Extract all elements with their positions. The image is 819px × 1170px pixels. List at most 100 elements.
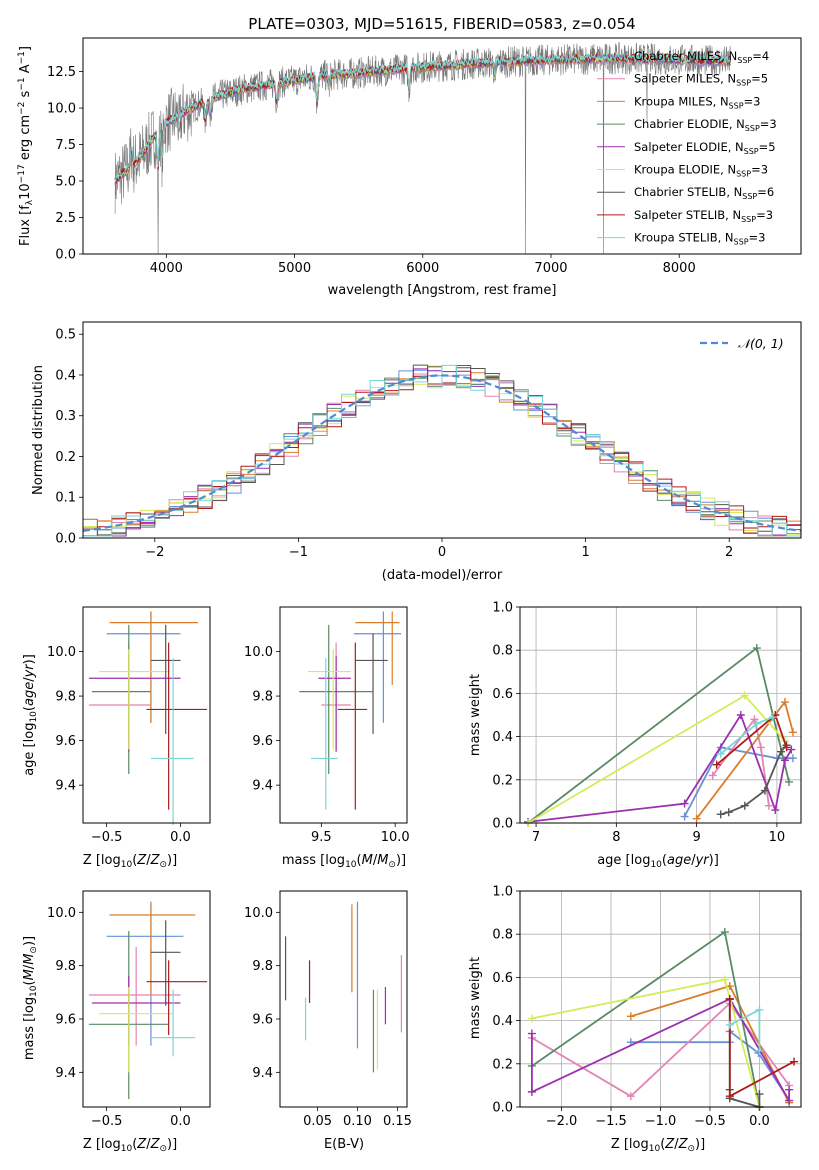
legend-label: Kroupa STELIB, NSSP=3 [634, 231, 765, 247]
y-tick-label: 9.8 [252, 959, 273, 974]
residual-histogram [83, 364, 801, 537]
y-tick-label: 0.8 [492, 928, 513, 943]
legend-label: Kroupa MILES, NSSP=3 [634, 94, 760, 110]
weight-marker [790, 1057, 799, 1066]
x-tick-label: −1.0 [645, 1114, 677, 1129]
weight-age-ylabel: mass weight [468, 674, 483, 756]
y-tick-label: 0.0 [55, 248, 76, 263]
weight-marker [716, 810, 725, 819]
weight-marker [785, 1085, 794, 1094]
weight-marker [756, 743, 765, 752]
weight-age-xlabel: age [log10(age/yr)] [597, 853, 719, 870]
weight-marker [788, 754, 797, 763]
x-tick-label: 0.05 [303, 1114, 332, 1129]
figure-title: PLATE=0303, MJD=51615, FIBERID=0583, z=0… [248, 15, 635, 33]
weight-marker [780, 756, 789, 765]
legend-label: Chabrier STELIB, NSSP=6 [634, 185, 774, 201]
x-tick-label: 8000 [663, 261, 696, 276]
x-tick-label: 4000 [150, 261, 183, 276]
panel-frame [519, 606, 802, 824]
x-tick-label: −1 [289, 545, 308, 560]
x-tick-label: 0.0 [170, 1114, 191, 1129]
x-tick-label: −1.5 [595, 1114, 627, 1129]
y-tick-label: 9.6 [252, 734, 273, 749]
x-tick-label: 6000 [406, 261, 439, 276]
weight-marker [752, 644, 761, 653]
x-tick-label: 0.10 [343, 1114, 372, 1129]
residual-histogram [83, 370, 801, 537]
y-tick-label: 10.0 [47, 906, 76, 921]
residuals-xlabel: (data-model)/error [382, 568, 503, 583]
weight-marker [692, 814, 701, 823]
weight-marker [626, 1092, 635, 1101]
spectrum-lines [114, 42, 731, 254]
y-tick-label: 9.4 [252, 1066, 273, 1081]
weight-line [527, 712, 793, 823]
panel-frame [82, 606, 211, 824]
weight-marker [720, 928, 729, 937]
weight-marker [787, 745, 796, 754]
weight-vs-age-panel: 7 8 9 10 0.0 0.2 0.4 0.6 0.8 1.0 [492, 601, 802, 845]
spectrum-ylabel: Flux [fλ10−17 erg cm−2 s−1 A−1] [17, 46, 35, 246]
weight-line [711, 717, 770, 806]
residuals-legend: 𝒩(0, 1) [700, 336, 784, 351]
x-tick-label: 0 [438, 545, 446, 560]
y-tick-label: 12.5 [47, 65, 76, 80]
weight-marker [740, 801, 749, 810]
x-tick-label: 5000 [278, 261, 311, 276]
x-tick-label: 9.5 [311, 830, 332, 845]
model-spectrum-line [114, 52, 731, 182]
mass-vs-ebv-panel: 0.05 0.10 0.15 9.4 9.6 9.8 10.0 [244, 890, 412, 1129]
y-tick-label: 1.0 [492, 601, 513, 616]
age-z-ylabel: age [log10(age/yr)] [22, 654, 39, 776]
weight-line [531, 930, 761, 1108]
weight-marker [752, 719, 761, 728]
weight-marker [771, 806, 780, 815]
weight-marker [782, 743, 791, 752]
weight-marker [527, 1029, 536, 1038]
age-vs-mass-panel: 9.5 10.0 9.4 9.6 9.8 10.0 [244, 606, 410, 845]
weight-marker [724, 808, 733, 817]
weight-marker [780, 698, 789, 707]
y-tick-label: 10.0 [244, 906, 273, 921]
x-tick-label: 9 [692, 830, 700, 845]
panel-frame [82, 890, 211, 1108]
y-tick-label: 0.0 [55, 532, 76, 547]
x-tick-label: −0.5 [694, 1114, 726, 1129]
panel-frame [279, 890, 408, 1108]
spectrum-frame [82, 37, 802, 255]
mass-z-xlabel: Z [log10(Z/Z⊙)] [83, 1137, 177, 1154]
y-tick-label: 0.6 [492, 971, 513, 986]
x-tick-label: 2 [725, 545, 733, 560]
y-tick-label: 9.6 [55, 734, 76, 749]
residuals-ylabel: Normed distribution [31, 365, 46, 495]
weight-marker [527, 1014, 536, 1023]
y-tick-label: 0.3 [55, 409, 76, 424]
weight-marker [680, 812, 689, 821]
y-tick-label: 2.5 [55, 211, 76, 226]
y-tick-label: 0.2 [492, 1057, 513, 1072]
x-tick-label: 0.15 [383, 1114, 412, 1129]
residual-histogram [83, 369, 801, 537]
y-tick-label: 0.5 [55, 328, 76, 343]
weight-marker [725, 1092, 734, 1101]
weight-marker [755, 1005, 764, 1014]
x-tick-label: −0.5 [91, 830, 123, 845]
x-tick-label: 0.0 [170, 830, 191, 845]
legend-label: Salpeter ELODIE, NSSP=5 [634, 140, 776, 156]
y-tick-label: 9.8 [55, 690, 76, 705]
y-tick-label: 0.1 [55, 491, 76, 506]
age-mass-xlabel: mass [log10(M/M⊙)] [282, 853, 406, 870]
weight-marker [788, 728, 797, 737]
weight-marker [680, 799, 689, 808]
weight-marker [740, 691, 749, 700]
weight-marker [776, 747, 785, 756]
y-tick-label: 0.4 [55, 368, 76, 383]
residuals-grid: −2 −1 0 1 2 0.0 0.1 0.2 0.3 0.4 0.5 [55, 328, 733, 560]
y-tick-label: 10.0 [47, 645, 76, 660]
weight-marker [760, 786, 769, 795]
y-tick-label: 9.4 [55, 779, 76, 794]
y-tick-label: 9.4 [55, 1066, 76, 1081]
y-tick-label: 10.0 [47, 102, 76, 117]
y-tick-label: 0.8 [492, 644, 513, 659]
